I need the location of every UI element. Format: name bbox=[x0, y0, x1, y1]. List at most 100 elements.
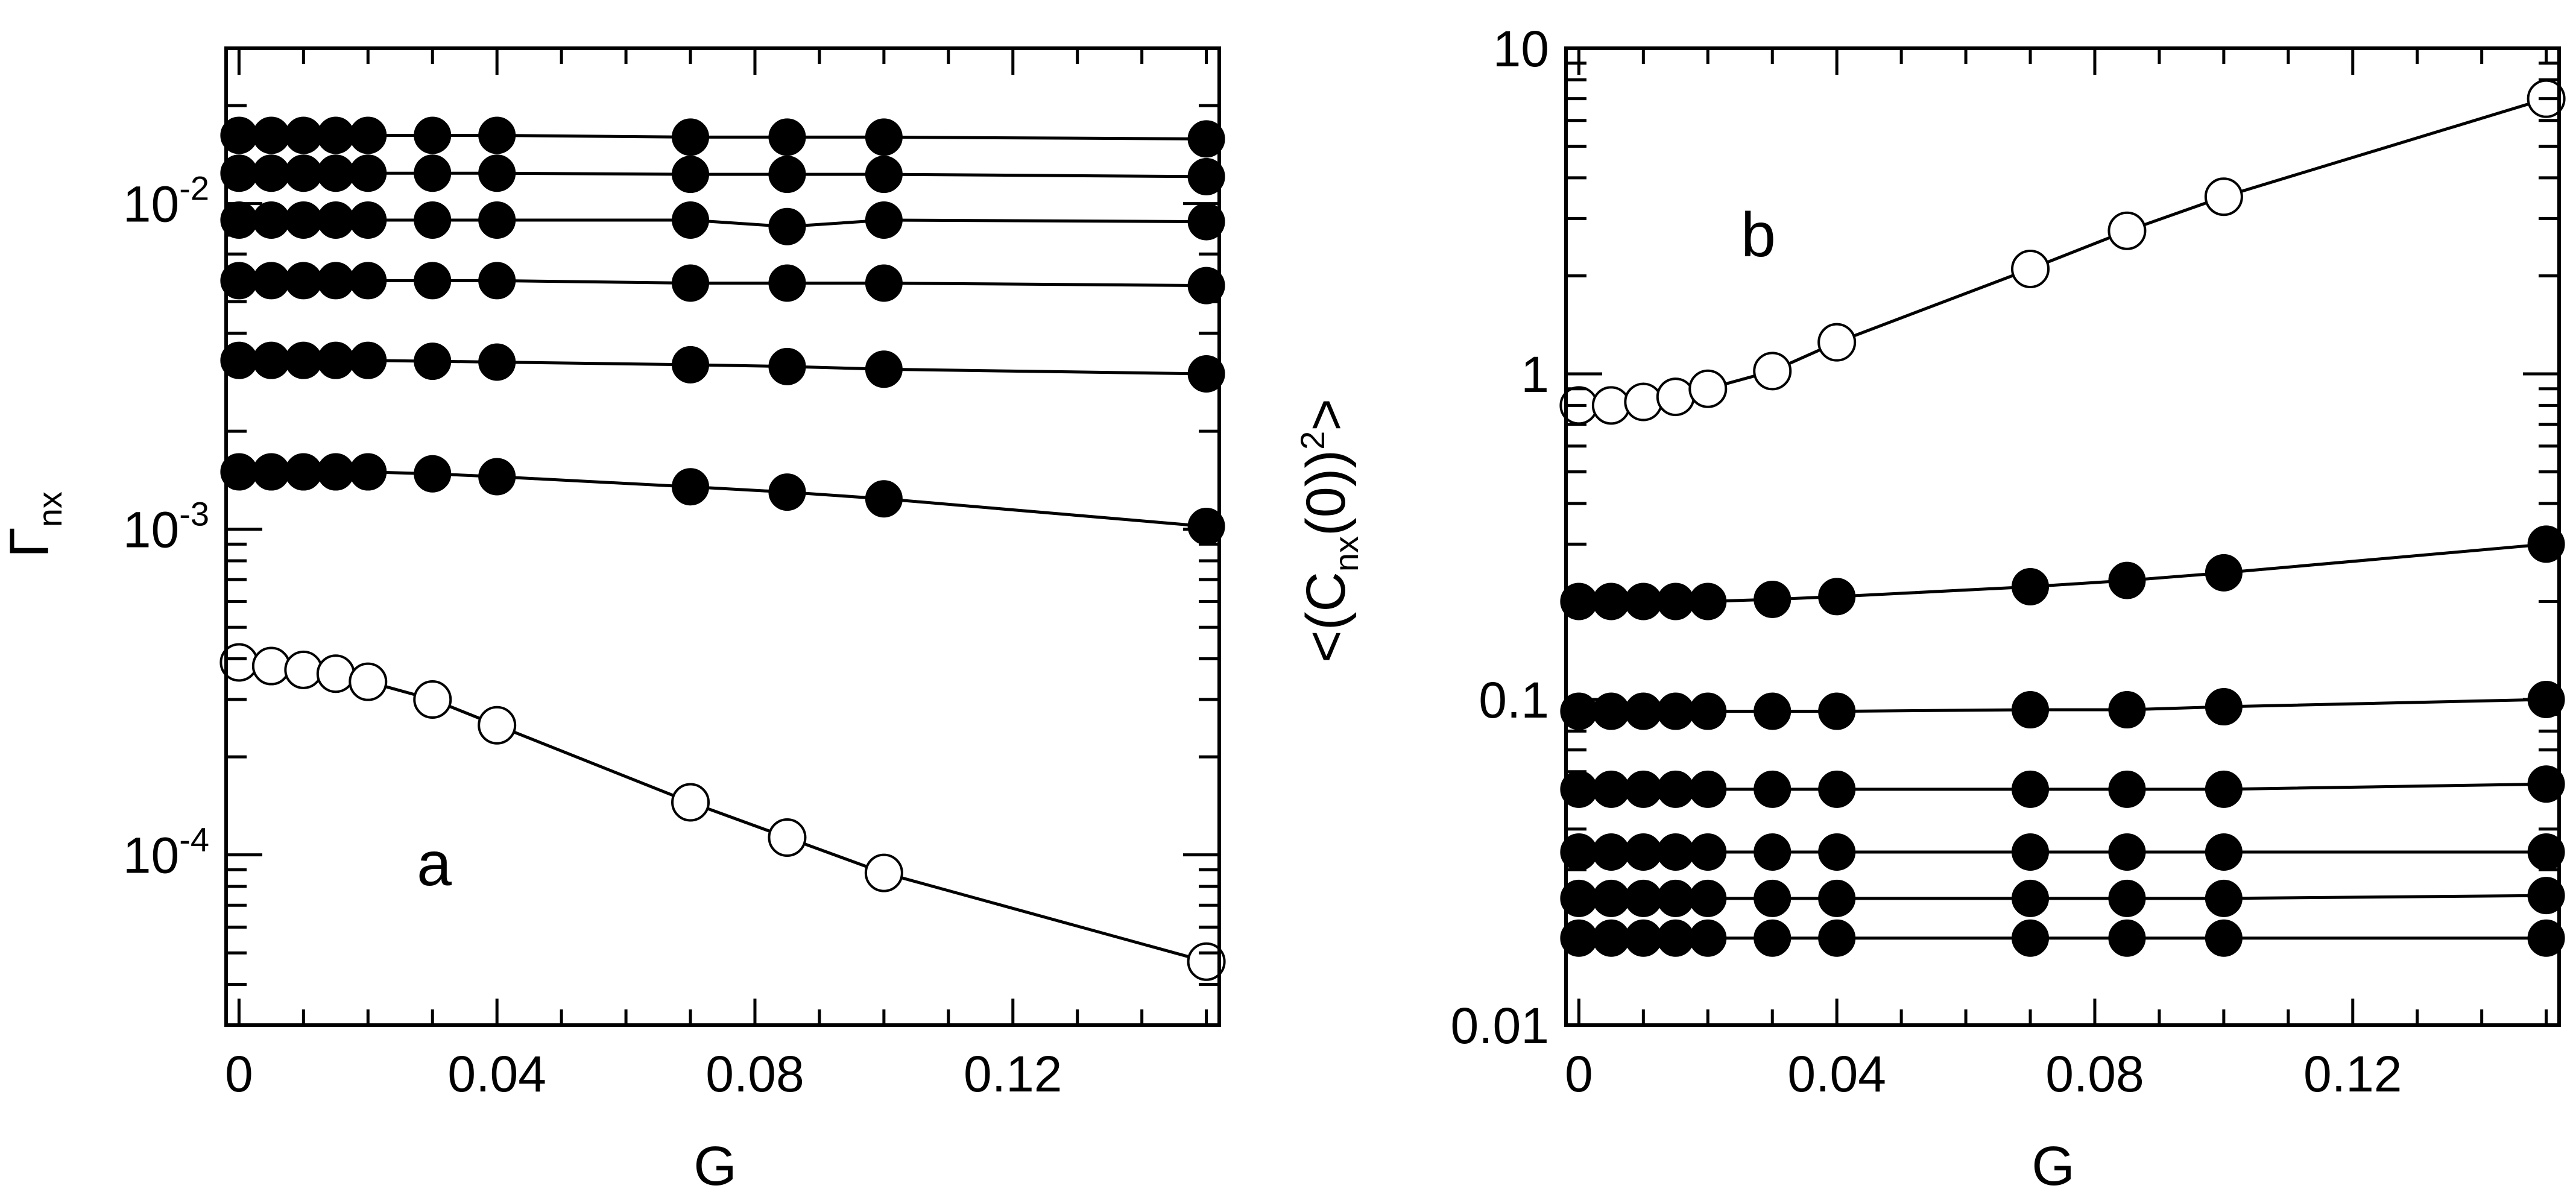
open-data-point bbox=[1624, 382, 1663, 422]
open-data-point bbox=[413, 680, 452, 719]
filled-data-point bbox=[414, 201, 452, 239]
panel-b-x-tick-labels: 0 0.04 0.08 0.12 bbox=[1565, 1046, 2402, 1102]
filled-data-point bbox=[478, 154, 516, 192]
series-filled-1 bbox=[1560, 525, 2565, 620]
filled-data-point bbox=[2205, 919, 2243, 957]
panel-b-y-axis-label-sub: nx bbox=[1327, 536, 1365, 572]
filled-data-point bbox=[317, 262, 355, 300]
panel-a-x-axis-label: G bbox=[693, 1135, 737, 1197]
filled-data-point bbox=[1818, 833, 1856, 871]
filled-data-point bbox=[1624, 919, 1662, 957]
filled-data-point bbox=[2205, 879, 2243, 917]
panel-b-series bbox=[1559, 79, 2566, 957]
filled-data-point bbox=[672, 201, 710, 239]
series-filled-4 bbox=[220, 201, 1225, 245]
open-data-point bbox=[2107, 211, 2147, 250]
filled-data-point bbox=[1689, 692, 1727, 730]
filled-data-point bbox=[865, 156, 903, 194]
filled-data-point bbox=[1624, 879, 1662, 917]
filled-data-point bbox=[1689, 833, 1727, 871]
filled-data-point bbox=[349, 453, 387, 491]
panel-a-ticks bbox=[226, 46, 1219, 1027]
series-filled-5 bbox=[220, 154, 1225, 195]
open-data-point bbox=[1688, 369, 1728, 408]
series-filled-1 bbox=[220, 453, 1225, 546]
y-tick-label: 0.01 bbox=[1451, 997, 1550, 1054]
open-data-point bbox=[1591, 386, 1631, 425]
filled-data-point bbox=[1656, 879, 1694, 917]
y-tick-label: 10-3 bbox=[123, 495, 209, 558]
filled-data-point bbox=[349, 154, 387, 192]
y-tick-label-base: 10 bbox=[123, 827, 179, 884]
filled-data-point bbox=[2012, 691, 2050, 729]
filled-data-point bbox=[1754, 833, 1792, 871]
panel-b: 0 0.04 0.08 0.12 10 1 0.1 0.01 G <(Cnx(0))2> b bbox=[1293, 21, 2566, 1197]
filled-data-point bbox=[2205, 554, 2243, 592]
x-tick-label: 0.12 bbox=[2303, 1046, 2402, 1102]
filled-data-point bbox=[252, 154, 290, 192]
series-filled-2 bbox=[220, 341, 1225, 393]
filled-data-point bbox=[317, 201, 355, 239]
filled-data-point bbox=[865, 118, 903, 156]
y-tick-label: 10-4 bbox=[123, 821, 209, 884]
filled-data-point bbox=[252, 116, 290, 154]
open-data-point bbox=[2204, 177, 2243, 216]
filled-data-point bbox=[1689, 879, 1727, 917]
panel-b-y-axis-label-middle: (0)) bbox=[1295, 450, 1357, 536]
filled-data-point bbox=[414, 343, 452, 380]
filled-data-point bbox=[285, 201, 323, 239]
filled-data-point bbox=[285, 453, 323, 491]
series-filled-6 bbox=[220, 116, 1225, 158]
panel-a: 0 0.04 0.08 0.12 10-210-310-4 G Γnx a bbox=[0, 46, 1226, 1197]
y-tick-label: 1 bbox=[1521, 346, 1549, 403]
filled-data-point bbox=[1656, 833, 1694, 871]
filled-data-point bbox=[1656, 770, 1694, 808]
series-open bbox=[1559, 79, 2566, 425]
filled-data-point bbox=[2205, 833, 2243, 871]
open-data-point bbox=[316, 654, 355, 693]
filled-data-point bbox=[317, 154, 355, 192]
filled-data-point bbox=[285, 262, 323, 300]
filled-data-point bbox=[414, 116, 452, 154]
filled-data-point bbox=[252, 201, 290, 239]
filled-data-point bbox=[2012, 879, 2050, 917]
filled-data-point bbox=[768, 264, 806, 302]
filled-data-point bbox=[1592, 770, 1630, 808]
panel-b-y-axis-label-prefix: <(C bbox=[1295, 572, 1357, 663]
series-open bbox=[219, 643, 1226, 981]
filled-data-point bbox=[672, 468, 710, 506]
filled-data-point bbox=[672, 156, 710, 194]
y-tick-label: 0.1 bbox=[1479, 672, 1549, 728]
y-tick-label-base: 10 bbox=[123, 176, 179, 233]
filled-data-point bbox=[2108, 561, 2146, 599]
filled-data-point bbox=[768, 207, 806, 245]
filled-data-point bbox=[2108, 770, 2146, 808]
filled-data-point bbox=[1689, 770, 1727, 808]
x-tick-label: 0.04 bbox=[1787, 1046, 1886, 1102]
panel-b-ticks bbox=[1566, 46, 2559, 1027]
filled-data-point bbox=[672, 264, 710, 302]
filled-data-point bbox=[414, 262, 452, 300]
filled-data-point bbox=[1624, 770, 1662, 808]
series-filled-4 bbox=[1560, 833, 2565, 871]
y-tick-label-base: 10 bbox=[123, 502, 179, 558]
filled-data-point bbox=[2527, 919, 2565, 957]
filled-data-point bbox=[1187, 120, 1225, 158]
y-tick-label-exponent: -4 bbox=[179, 821, 209, 859]
panel-a-letter: a bbox=[417, 829, 452, 899]
filled-data-point bbox=[478, 458, 516, 496]
filled-data-point bbox=[865, 264, 903, 302]
panel-b-y-axis-label-sup: 2 bbox=[1293, 431, 1331, 450]
filled-data-point bbox=[414, 154, 452, 192]
series-filled-3 bbox=[1560, 765, 2565, 808]
panel-b-y-tick-labels: 10 1 0.1 0.01 bbox=[1451, 21, 1550, 1054]
open-data-point bbox=[478, 706, 517, 745]
filled-data-point bbox=[2108, 879, 2146, 917]
filled-data-point bbox=[768, 156, 806, 194]
y-tick-label: 10-2 bbox=[123, 169, 209, 233]
x-tick-label: 0.08 bbox=[2045, 1046, 2144, 1102]
filled-data-point bbox=[1754, 919, 1792, 957]
filled-data-point bbox=[478, 201, 516, 239]
filled-data-point bbox=[317, 116, 355, 154]
